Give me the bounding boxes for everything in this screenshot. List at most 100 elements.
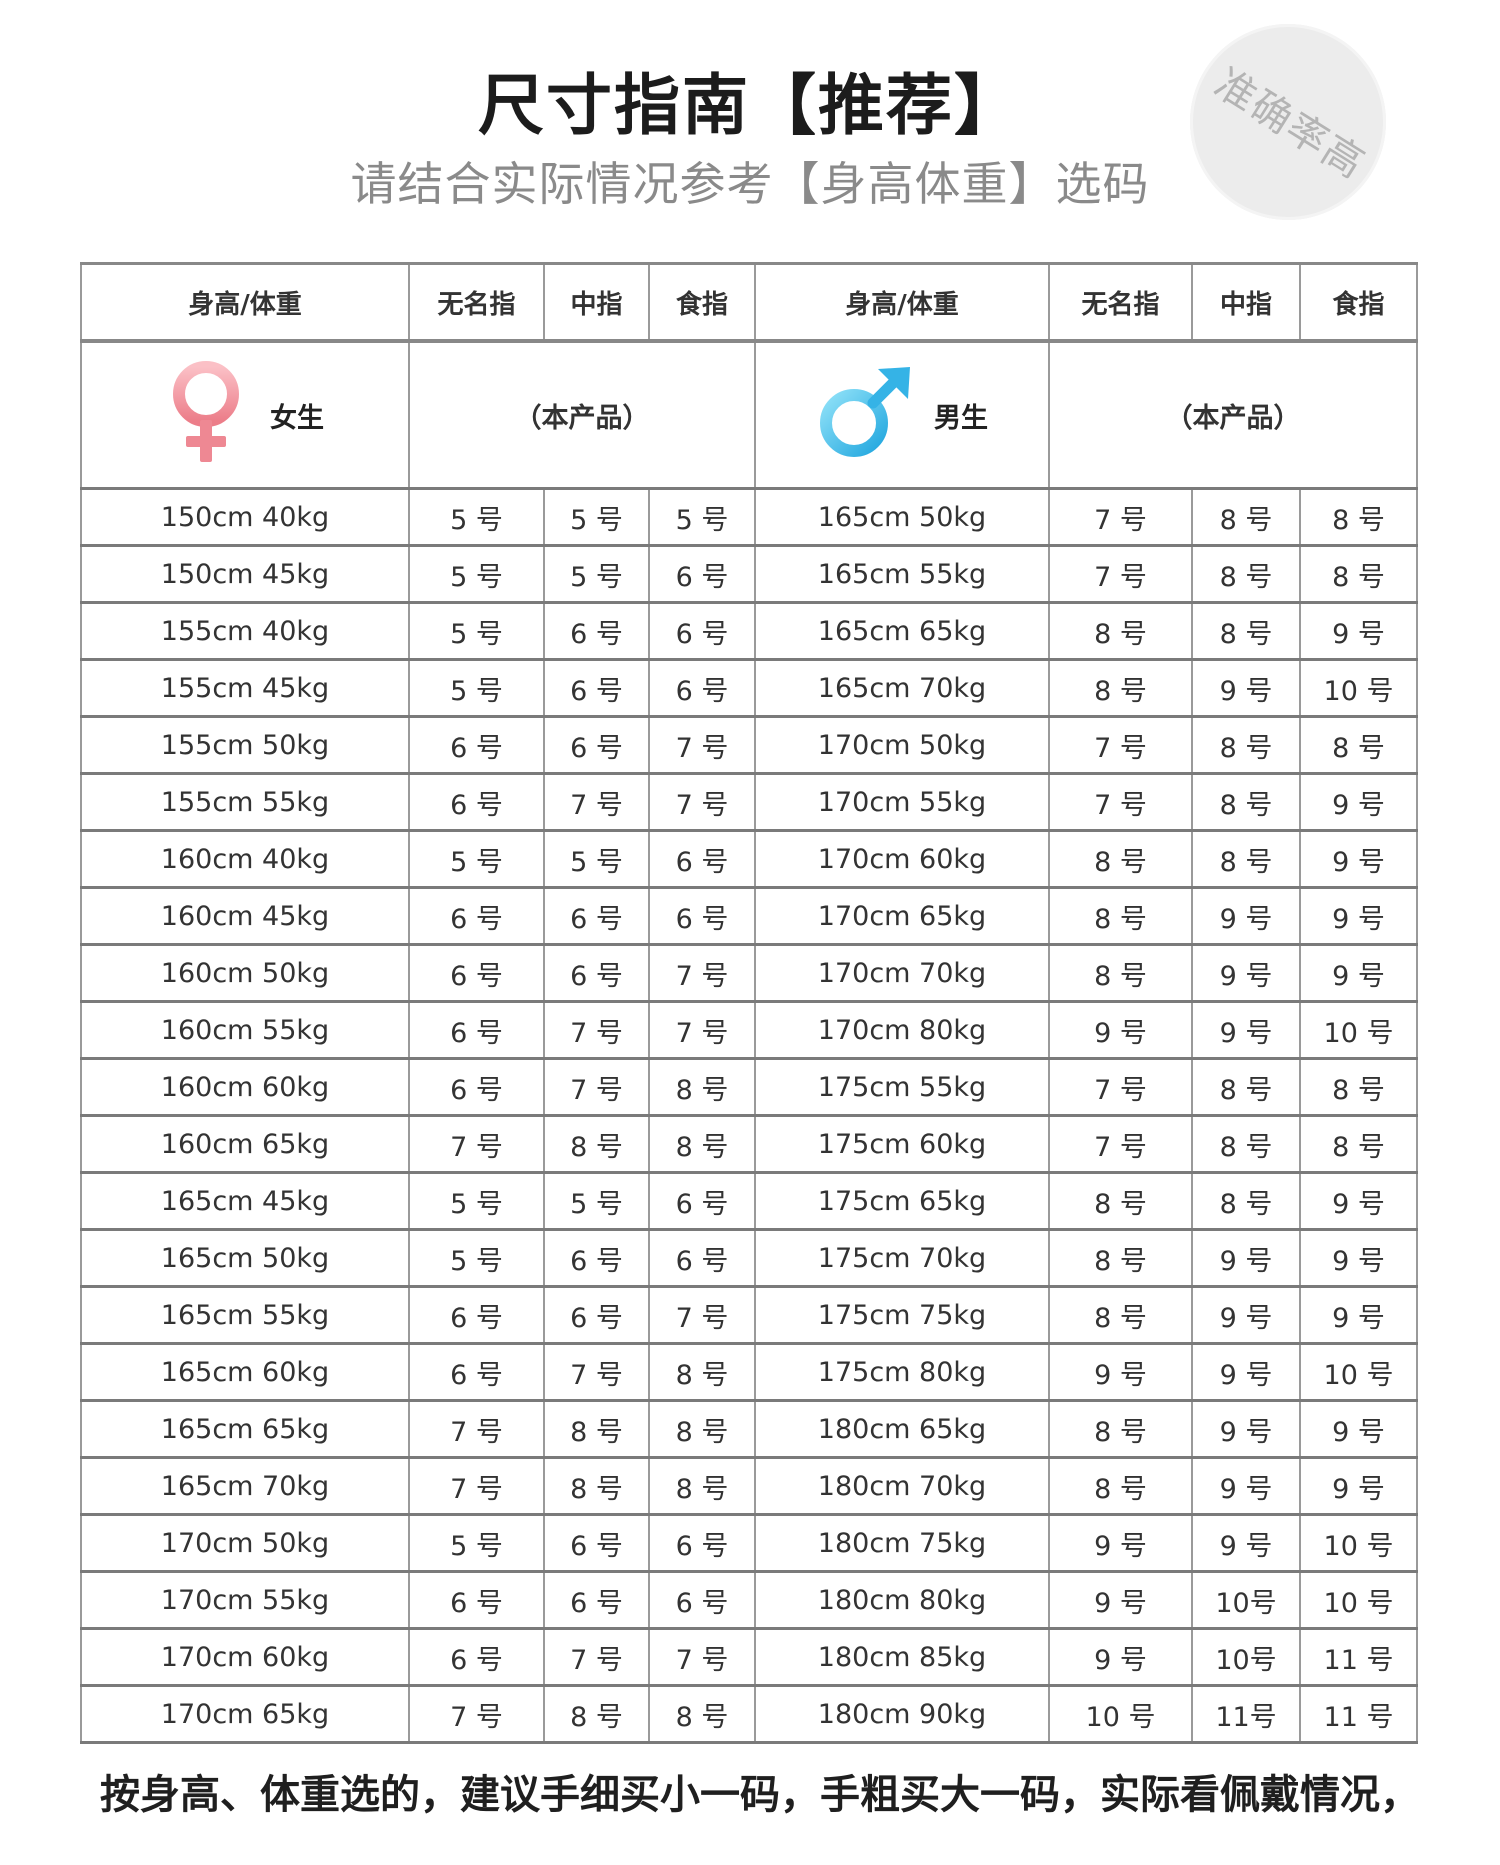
female-middle-size: 7 号 xyxy=(543,1627,650,1687)
female-height-weight: 165cm 60kg xyxy=(80,1342,410,1402)
male-height-weight: 170cm 80kg xyxy=(754,1000,1050,1060)
female-middle-size: 7 号 xyxy=(543,1342,650,1402)
female-middle-size: 6 号 xyxy=(543,658,650,718)
male-height-weight: 165cm 70kg xyxy=(754,658,1050,718)
female-index-size: 8 号 xyxy=(648,1342,756,1402)
female-index-size: 7 号 xyxy=(648,1627,756,1687)
male-height-weight: 175cm 55kg xyxy=(754,1057,1050,1117)
male-middle-size: 9 号 xyxy=(1191,1513,1301,1573)
male-ring-size: 8 号 xyxy=(1048,601,1193,661)
female-product-cell: （本产品） xyxy=(408,340,756,490)
female-height-weight: 160cm 55kg xyxy=(80,1000,410,1060)
male-index-size: 9 号 xyxy=(1299,1456,1418,1516)
female-ring-size: 6 号 xyxy=(408,715,545,775)
male-product-cell: （本产品） xyxy=(1048,340,1418,490)
female-middle-size: 6 号 xyxy=(543,943,650,1003)
female-height-weight: 165cm 50kg xyxy=(80,1228,410,1288)
male-middle-size: 8 号 xyxy=(1191,715,1301,775)
female-product-label: （本产品） xyxy=(514,402,650,434)
female-index-size: 6 号 xyxy=(648,829,756,889)
male-height-weight: 175cm 60kg xyxy=(754,1114,1050,1174)
female-ring-size: 5 号 xyxy=(408,1513,545,1573)
female-ring-size: 6 号 xyxy=(408,1000,545,1060)
male-ring-size: 9 号 xyxy=(1048,1570,1193,1630)
male-middle-size: 9 号 xyxy=(1191,1456,1301,1516)
stamp-text: 准确率高 xyxy=(1206,60,1374,189)
female-ring-size: 5 号 xyxy=(408,1228,545,1288)
female-height-weight: 155cm 55kg xyxy=(80,772,410,832)
female-ring-size: 5 号 xyxy=(408,829,545,889)
female-middle-size: 8 号 xyxy=(543,1114,650,1174)
gender-row: 女生 （本产品） xyxy=(80,340,1418,490)
male-index-size: 9 号 xyxy=(1299,1171,1418,1231)
female-middle-size: 6 号 xyxy=(543,886,650,946)
male-middle-size: 8 号 xyxy=(1191,601,1301,661)
male-middle-size: 8 号 xyxy=(1191,1171,1301,1231)
male-index-size: 9 号 xyxy=(1299,886,1418,946)
male-index-size: 11 号 xyxy=(1299,1627,1418,1687)
male-ring-size: 7 号 xyxy=(1048,772,1193,832)
female-index-size: 8 号 xyxy=(648,1456,756,1516)
male-ring-size: 8 号 xyxy=(1048,943,1193,1003)
female-ring-size: 5 号 xyxy=(408,544,545,604)
header-middle-male: 中指 xyxy=(1191,262,1301,343)
female-height-weight: 150cm 45kg xyxy=(80,544,410,604)
male-index-size: 9 号 xyxy=(1299,1228,1418,1288)
female-middle-size: 6 号 xyxy=(543,1513,650,1573)
female-height-weight: 170cm 55kg xyxy=(80,1570,410,1630)
female-label: 女生 xyxy=(270,402,324,434)
male-cell: 男生 xyxy=(754,340,1050,490)
male-product-label: （本产品） xyxy=(1165,402,1301,434)
male-index-size: 8 号 xyxy=(1299,487,1418,547)
female-ring-size: 7 号 xyxy=(408,1399,545,1459)
male-height-weight: 170cm 65kg xyxy=(754,886,1050,946)
female-middle-size: 5 号 xyxy=(543,1171,650,1231)
female-middle-size: 8 号 xyxy=(543,1399,650,1459)
male-height-weight: 180cm 90kg xyxy=(754,1684,1050,1744)
male-index-size: 9 号 xyxy=(1299,943,1418,1003)
male-ring-size: 9 号 xyxy=(1048,1627,1193,1687)
female-middle-size: 7 号 xyxy=(543,772,650,832)
male-ring-size: 8 号 xyxy=(1048,1399,1193,1459)
male-middle-size: 10号 xyxy=(1191,1627,1301,1687)
male-ring-size: 8 号 xyxy=(1048,886,1193,946)
male-height-weight: 170cm 60kg xyxy=(754,829,1050,889)
male-height-weight: 165cm 50kg xyxy=(754,487,1050,547)
female-middle-size: 8 号 xyxy=(543,1456,650,1516)
female-ring-size: 7 号 xyxy=(408,1456,545,1516)
male-ring-size: 8 号 xyxy=(1048,1228,1193,1288)
female-middle-size: 6 号 xyxy=(543,601,650,661)
male-symbol-icon xyxy=(816,365,916,465)
male-ring-size: 8 号 xyxy=(1048,1285,1193,1345)
male-middle-size: 11号 xyxy=(1191,1684,1301,1744)
male-ring-size: 9 号 xyxy=(1048,1513,1193,1573)
male-index-size: 9 号 xyxy=(1299,829,1418,889)
male-height-weight: 180cm 80kg xyxy=(754,1570,1050,1630)
female-cell: 女生 xyxy=(80,340,410,490)
female-height-weight: 165cm 55kg xyxy=(80,1285,410,1345)
female-middle-size: 6 号 xyxy=(543,1285,650,1345)
female-ring-size: 5 号 xyxy=(408,601,545,661)
male-ring-size: 8 号 xyxy=(1048,1171,1193,1231)
female-ring-size: 6 号 xyxy=(408,1570,545,1630)
female-height-weight: 165cm 45kg xyxy=(80,1171,410,1231)
footer-note: 按身高、体重选的，建议手细买小一码，手粗买大一码，实际看佩戴情况， xyxy=(100,1772,1420,1818)
male-height-weight: 175cm 80kg xyxy=(754,1342,1050,1402)
male-index-size: 10 号 xyxy=(1299,1342,1418,1402)
male-height-weight: 175cm 70kg xyxy=(754,1228,1050,1288)
female-ring-size: 6 号 xyxy=(408,943,545,1003)
female-middle-size: 6 号 xyxy=(543,1228,650,1288)
female-index-size: 6 号 xyxy=(648,544,756,604)
header-ring-male: 无名指 xyxy=(1048,262,1193,343)
female-index-size: 5 号 xyxy=(648,487,756,547)
